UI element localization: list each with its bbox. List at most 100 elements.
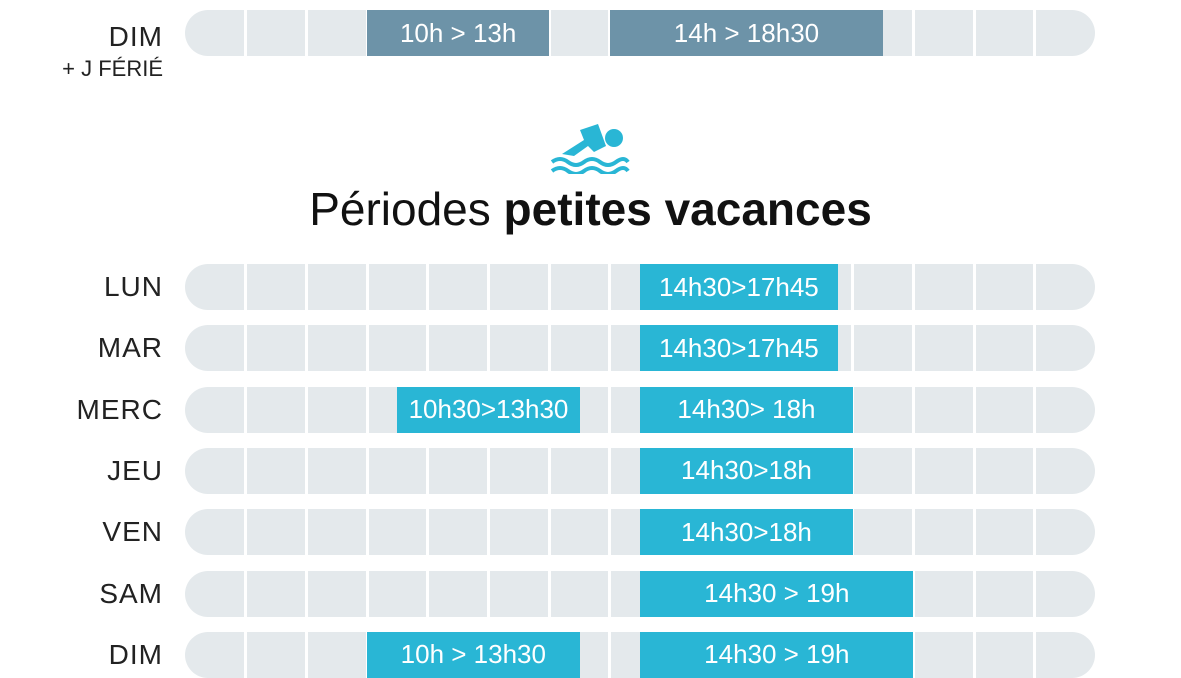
hour-divider [304,386,308,433]
time-slot: 14h30>17h45 [640,264,838,310]
hour-divider [608,570,612,617]
hour-divider [304,264,308,310]
hour-divider [304,447,308,494]
hour-divider [972,570,976,617]
heading-bold: petites vacances [503,183,872,235]
schedule-track: 10h > 13h 14h > 18h30 [185,10,1095,56]
hour-divider [365,447,369,494]
hour-divider [487,264,490,310]
heading: Périodes petites vacances [0,182,1181,236]
hour-divider [1033,386,1037,433]
hour-divider [365,386,369,433]
time-slot: 14h > 18h30 [609,10,884,56]
hour-divider [304,570,308,617]
hour-divider [851,386,855,433]
hour-divider [972,447,976,494]
hour-divider [487,447,490,494]
day-note: + J FÉRIÉ [62,56,163,81]
hour-divider [547,264,551,310]
hour-divider [1033,570,1037,617]
hour-divider [608,509,612,556]
hour-divider [911,386,915,433]
hour-divider [972,325,976,372]
hour-divider [487,570,490,617]
day-label: LUN [103,271,163,302]
hour-divider [304,509,308,556]
schedule-track: 10h30>13h30 14h30> 18h [185,386,1095,433]
time-slot: 14h30 > 19h [640,631,914,678]
day-label: DIM [108,638,163,670]
schedule-track: 14h30>18h [185,447,1095,494]
hour-divider [911,509,915,556]
time-slot: 14h30>18h [640,509,853,556]
hour-divider [608,264,612,310]
swim-icon [550,124,630,174]
hour-divider [244,447,248,494]
hour-divider [608,631,612,678]
hour-divider [487,509,490,556]
hour-divider [487,325,490,372]
hour-divider [547,10,551,56]
day-label: SAM [99,577,163,609]
hour-divider [972,386,976,433]
hour-divider [426,509,430,556]
hour-divider [911,631,915,678]
hour-divider [1033,10,1037,56]
time-slot: 14h30> 18h [640,386,853,433]
hour-divider [365,570,369,617]
hour-divider [547,447,551,494]
time-slot: 10h > 13h [367,10,550,56]
hour-divider [426,325,430,372]
hour-divider [972,264,976,310]
schedule-track: 14h30 > 19h [185,570,1095,617]
hour-divider [972,509,976,556]
hour-divider [851,447,855,494]
schedule-track: 10h > 13h30 14h30 > 19h [185,631,1095,678]
hour-divider [911,325,915,372]
hour-divider [304,10,308,56]
hour-divider [426,447,430,494]
time-slot: 10h30>13h30 [397,386,580,433]
hour-divider [608,447,612,494]
hour-divider [244,325,248,372]
hour-divider [304,631,308,678]
hour-divider [1033,447,1037,494]
hour-divider [972,631,976,678]
hour-divider [851,264,855,310]
page: Périodes petites vacances (() => { const… [0,10,1181,678]
hour-divider [851,509,855,556]
hour-divider [972,10,976,56]
hour-divider [547,325,551,372]
hour-divider [911,570,915,617]
hour-divider [304,325,308,372]
time-slot: 10h > 13h30 [367,631,580,678]
hour-divider [244,570,248,617]
heading-regular: Périodes [309,183,491,235]
day-label: VEN [102,516,163,548]
time-slot: 14h30>17h45 [640,325,838,372]
hour-divider [547,509,551,556]
hour-divider [426,264,430,310]
hour-divider [1033,325,1037,372]
hour-divider [365,264,369,310]
hour-divider [1033,509,1037,556]
day-label: MAR [97,332,163,364]
hour-divider [608,386,612,433]
hour-divider [911,264,915,310]
hour-divider [851,325,855,372]
hour-divider [365,509,369,556]
schedule-track: 14h30>18h [185,509,1095,556]
schedule-track: 14h30>17h45 [185,264,1095,310]
hour-divider [244,10,248,56]
hour-divider [608,325,612,372]
day-label: JEU [107,454,163,486]
hour-divider [1033,631,1037,678]
hour-divider [911,447,915,494]
schedule-track: 14h30>17h45 [185,325,1095,372]
hour-divider [911,10,915,56]
time-slot: 14h30 > 19h [640,570,914,617]
hour-divider [426,570,430,617]
time-slot: 14h30>18h [640,447,853,494]
hour-divider [547,570,551,617]
hour-divider [1033,264,1037,310]
